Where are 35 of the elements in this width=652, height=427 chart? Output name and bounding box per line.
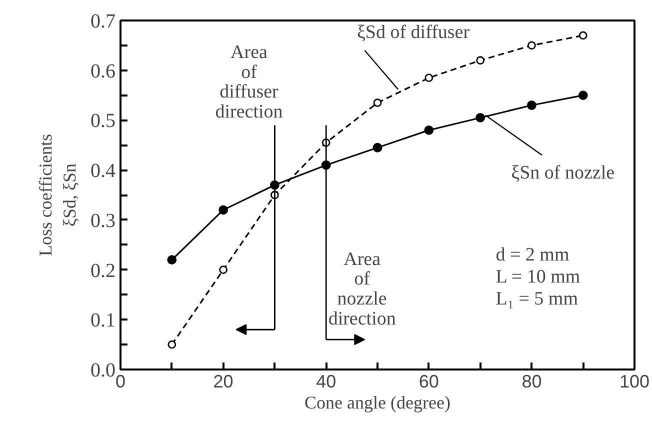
point (372, 142, 382, 152)
point (476, 56, 484, 65)
point (424, 74, 434, 82)
y-tick-label: 0.7 (90, 10, 116, 32)
point (168, 340, 176, 349)
x-tick-label: 40 (316, 372, 336, 392)
x-tick-label: 0 (115, 372, 126, 392)
point (578, 90, 588, 100)
point (218, 205, 228, 215)
point (219, 266, 228, 274)
point (528, 41, 536, 50)
point (527, 100, 536, 110)
y-tick-label: 0.6 (90, 60, 116, 82)
point (424, 125, 434, 135)
annotation: Area of diffuser direction (215, 42, 284, 123)
y-tick-label: 0.5 (90, 110, 116, 132)
y-axis-title: Loss coefficients ξSd, ξSn (36, 134, 80, 256)
y-tick-label: 0.1 (90, 310, 116, 332)
annotation: d = 2 mm L = 10 mm L₁ = 5 mm (496, 244, 580, 310)
point (167, 255, 177, 265)
x-tick-label: 100 (619, 372, 650, 392)
series-label: ξSd of diffuser (356, 22, 470, 43)
y-tick-label: 0.3 (90, 210, 116, 232)
y-tick-label: 0.0 (90, 360, 116, 382)
point (476, 113, 485, 122)
x-tick-label: 20 (213, 372, 234, 392)
y-tick-label: 0.4 (90, 160, 116, 182)
point (578, 31, 588, 40)
x-tick-label: 80 (522, 372, 542, 392)
x-tick-label: 60 (418, 372, 439, 392)
y-tick-label: 0.2 (90, 260, 116, 282)
annotation: Area of nozzle direction (328, 248, 396, 330)
point (373, 98, 382, 107)
legend-label: ξSn of nozzle (511, 162, 615, 184)
x-axis-title: Cone angle (degree) (304, 392, 450, 412)
